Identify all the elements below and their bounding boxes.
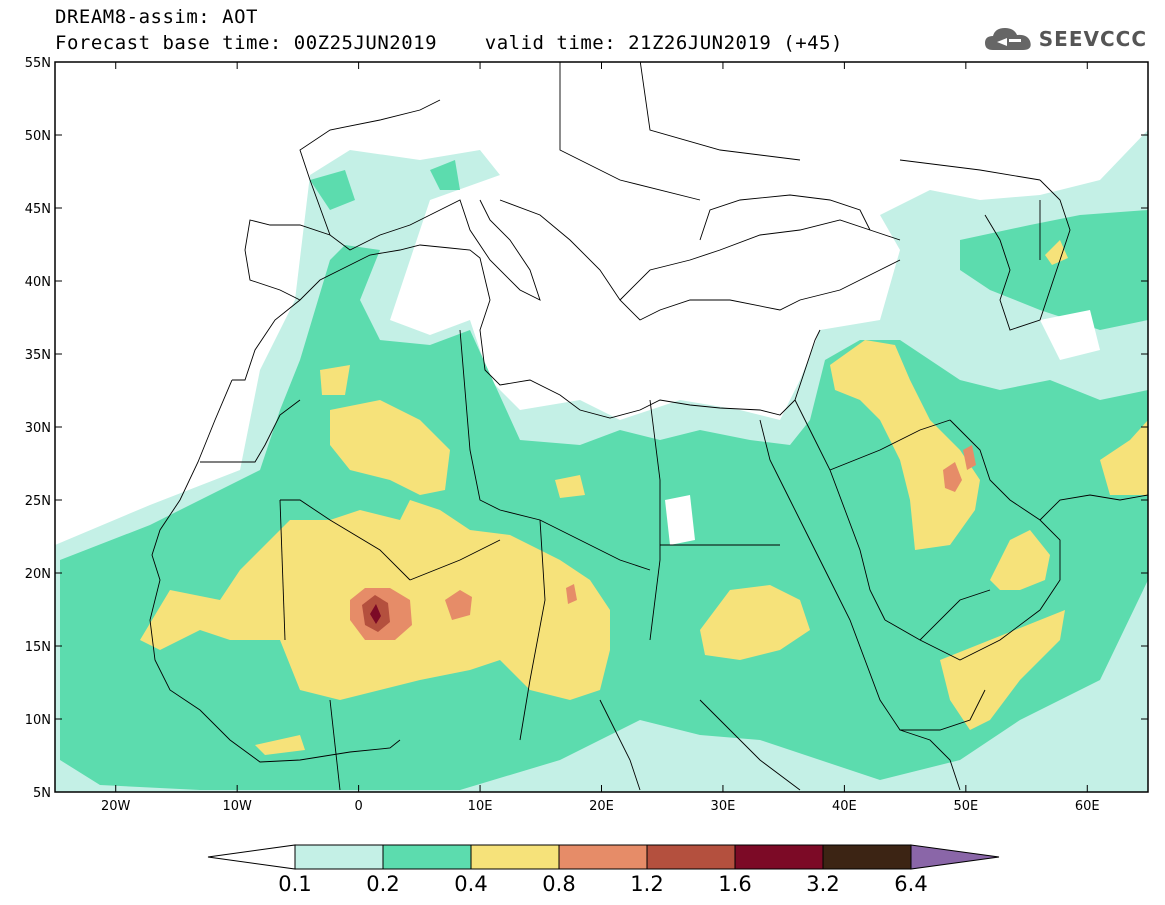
coastline <box>232 269 341 381</box>
border <box>279 499 286 641</box>
aot-contour-0.4 <box>320 365 350 395</box>
lon-tick-label: 50E <box>953 799 978 814</box>
aot-contour-0.8 <box>566 584 577 604</box>
coastline <box>884 419 1061 661</box>
aot-contour-0.8 <box>943 462 962 492</box>
coastline <box>499 199 901 321</box>
lon-tick-label: 10W <box>222 799 252 814</box>
colorbar-label: 0.1 <box>278 872 311 896</box>
colorbar-label: 1.2 <box>630 872 663 896</box>
coastline <box>699 194 871 241</box>
lat-tick-label: 10N <box>25 713 51 728</box>
border <box>329 699 341 791</box>
lon-tick-label: 20E <box>589 799 614 814</box>
colorbar-label: 3.2 <box>806 872 839 896</box>
aot-contour-1.6 <box>370 604 381 624</box>
aot-clear-area <box>665 495 695 545</box>
lat-tick-label: 50N <box>25 129 51 144</box>
coastline <box>429 199 541 301</box>
border <box>699 699 801 791</box>
aot-contour-0.8 <box>445 590 472 620</box>
colorbar-high-arrow <box>910 844 1000 870</box>
aot-contour-0.4 <box>1100 420 1148 495</box>
lat-tick-label: 40N <box>25 275 51 290</box>
lon-tick-label: 0 <box>354 799 362 814</box>
lon-tick-label: 20W <box>101 799 131 814</box>
coastline <box>619 219 901 301</box>
aot-contour-0.4 <box>555 475 585 498</box>
coastline <box>1039 494 1148 521</box>
coastline <box>794 329 821 401</box>
lat-tick-label: 35N <box>25 348 51 363</box>
aot-contour-0.4 <box>990 530 1050 590</box>
colorbar-segment <box>382 844 472 870</box>
cloud-icon <box>984 28 1031 50</box>
lat-tick-label: 30N <box>25 421 51 436</box>
lat-tick-label: 5N <box>33 786 51 801</box>
aot-clear-area <box>1040 310 1100 360</box>
aot-contour-0.4 <box>830 340 980 550</box>
border <box>200 399 301 463</box>
colorbar-segment <box>294 844 384 870</box>
coastline <box>759 419 986 731</box>
aot-contour-0.4 <box>1045 240 1068 265</box>
aot-field <box>55 130 1148 792</box>
coastline <box>339 244 796 419</box>
coastline <box>299 99 441 236</box>
lon-tick-label: 30E <box>711 799 736 814</box>
border <box>459 329 651 571</box>
border <box>899 159 1041 181</box>
logo-text: SEEVCCC <box>1038 27 1147 51</box>
lat-tick-label: 15N <box>25 640 51 655</box>
border <box>599 699 641 791</box>
axis-ticks: 20W 10W 0 10E 20E 30E 40E 50E 60E 55N 50N 45N 40N 35N… <box>25 56 1148 814</box>
lon-tick-label: 60E <box>1075 799 1100 814</box>
colorbar-label: 0.2 <box>366 872 399 896</box>
lat-tick-label: 55N <box>25 56 51 71</box>
aot-contour-0.4 <box>330 400 450 495</box>
colorbar-segment <box>558 844 648 870</box>
border <box>280 499 411 581</box>
aot-contour-0.4 <box>940 610 1065 730</box>
colorbar-segment <box>822 844 912 870</box>
forecast-time-subtitle: Forecast base time: 00Z25JUN2019 valid t… <box>55 32 843 54</box>
aot-contour-0.2 <box>960 210 1148 330</box>
border <box>649 399 661 641</box>
lon-tick-label: 10E <box>468 799 493 814</box>
aot-contour-0.4 <box>700 585 810 660</box>
colorbar-label: 6.4 <box>894 872 927 896</box>
border <box>519 519 546 741</box>
colorbar-segment <box>734 844 824 870</box>
colorbar-segment <box>646 844 736 870</box>
colorbar-segment <box>470 844 560 870</box>
colorbar-low-arrow <box>207 844 296 870</box>
coastline <box>899 729 961 791</box>
aot-contour-0.2 <box>310 170 355 210</box>
aot-contour-0.2 <box>430 160 460 190</box>
coastline <box>794 399 886 621</box>
colorbar-label: 0.4 <box>454 872 487 896</box>
coastline <box>244 214 431 301</box>
border <box>639 62 801 161</box>
lon-tick-label: 40E <box>832 799 857 814</box>
map-title: DREAM8-assim: AOT <box>55 6 258 28</box>
coastline <box>149 379 401 763</box>
colorbar-label: 1.6 <box>718 872 751 896</box>
lat-tick-label: 45N <box>25 202 51 217</box>
coastlines-borders <box>149 62 1148 791</box>
coastline <box>984 179 1071 331</box>
aot-contour-0.4 <box>255 735 305 755</box>
border <box>919 589 991 641</box>
aot-contour-0.8 <box>963 445 976 470</box>
colorbar-label: 0.8 <box>542 872 575 896</box>
border <box>829 419 951 471</box>
lat-tick-label: 25N <box>25 494 51 509</box>
lat-tick-label: 20N <box>25 567 51 582</box>
border <box>559 62 701 201</box>
colorbar: 0.1 0.2 0.4 0.8 1.2 1.6 3.2 6.4 <box>207 844 1000 896</box>
border <box>409 539 501 581</box>
seevccc-logo: SEEVCCC <box>983 24 1147 54</box>
